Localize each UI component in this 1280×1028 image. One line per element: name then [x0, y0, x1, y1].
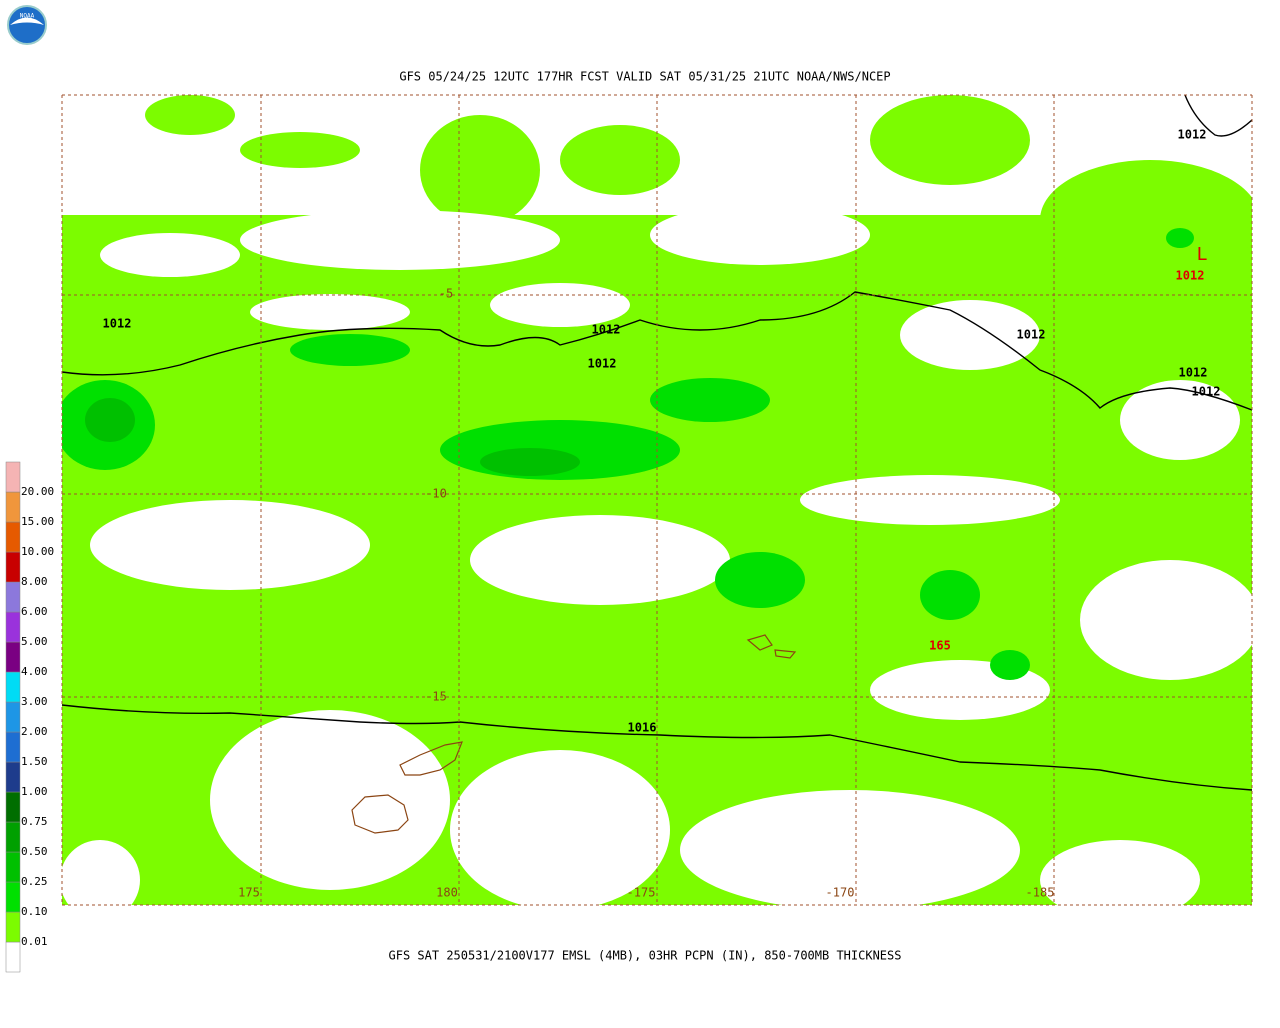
legend-swatch	[5, 911, 21, 943]
legend-label: 0.01	[21, 935, 48, 948]
isobar-label: 1012	[103, 317, 132, 331]
legend-label: 5.00	[21, 635, 48, 648]
latitude-label: -5	[439, 287, 453, 301]
latitude-label: -15	[425, 690, 447, 704]
legend-swatch	[5, 521, 21, 553]
logo-text: NOAA	[20, 13, 35, 20]
thickness-label: 165	[929, 639, 951, 653]
legend-swatch	[5, 611, 21, 643]
legend-label: 6.00	[21, 605, 48, 618]
low-symbol: L	[1197, 244, 1208, 265]
isobar-label: 1012	[1179, 366, 1208, 380]
map-caption: GFS SAT 250531/2100V177 EMSL (4MB), 03HR…	[389, 949, 902, 963]
low-pressure: 1012	[1176, 269, 1205, 283]
legend-label: 2.00	[21, 725, 48, 738]
legend-swatch	[5, 551, 21, 583]
legend-swatch	[5, 851, 21, 883]
legend-swatch	[5, 701, 21, 733]
isobar-label: 1012	[1017, 328, 1046, 342]
longitude-label: -175	[627, 886, 656, 900]
isobar-label: 1012	[588, 357, 617, 371]
longitude-label: -170	[826, 886, 855, 900]
legend: 0.01 0.10 0.25 0.50 0.75 1.00 1.50 2.00 3.00 4.00…	[5, 461, 54, 973]
grid	[61, 94, 1253, 906]
legend-label: 1.50	[21, 755, 48, 768]
longitude-label: 175	[238, 886, 260, 900]
legend-label: 10.00	[21, 545, 54, 558]
legend-label: 0.10	[21, 905, 48, 918]
legend-label: 8.00	[21, 575, 48, 588]
noaa-logo: NOAA	[7, 5, 47, 45]
legend-swatch	[5, 761, 21, 793]
legend-label: 3.00	[21, 695, 48, 708]
precip-field	[62, 95, 1252, 905]
map-title: GFS 05/24/25 12UTC 177HR FCST VALID SAT …	[399, 70, 890, 84]
isobar-label: 1012	[1178, 128, 1207, 142]
legend-label: 4.00	[21, 665, 48, 678]
coastlines	[351, 634, 797, 834]
legend-swatch	[5, 461, 21, 493]
legend-swatch	[5, 641, 21, 673]
latitude-label: -10	[425, 487, 447, 501]
legend-swatch	[5, 581, 21, 613]
legend-swatch	[5, 791, 21, 823]
legend-label: 0.25	[21, 875, 48, 888]
isobar-label: 1016	[628, 721, 657, 735]
longitude-label: -185	[1026, 886, 1055, 900]
legend-swatch	[5, 671, 21, 703]
legend-label: 0.75	[21, 815, 48, 828]
longitude-label: 180	[436, 886, 458, 900]
legend-swatch	[5, 731, 21, 763]
legend-label: 0.50	[21, 845, 48, 858]
map-labels: 175 180 -175 -170 -185 -5 -10 -15 1012 1012 1012 10…	[103, 128, 1221, 900]
isobar-label: 1012	[1192, 385, 1221, 399]
legend-swatch	[5, 881, 21, 913]
contours	[61, 94, 1253, 791]
legend-label: 15.00	[21, 515, 54, 528]
isobar-label: 1012	[592, 323, 621, 337]
legend-label: 20.00	[21, 485, 54, 498]
legend-label: 1.00	[21, 785, 48, 798]
legend-swatch	[5, 491, 21, 523]
legend-swatch	[5, 821, 21, 853]
